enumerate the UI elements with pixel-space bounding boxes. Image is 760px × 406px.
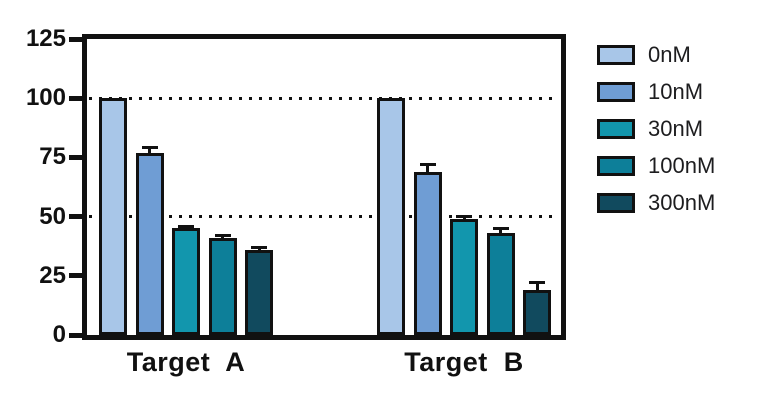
y-tick-label-50: 50 (39, 202, 66, 230)
bar-Target-A-10nM (135, 152, 164, 335)
legend: 0nM 10nM 30nM 100nM 300nM (597, 42, 716, 215)
legend-label-300nM: 300nM (648, 190, 716, 215)
bar-Target-B-100nM (486, 233, 515, 335)
legend-item-300nM: 300nM (597, 190, 716, 215)
y-tick-25 (69, 273, 82, 279)
legend-swatch-300nM (597, 193, 635, 213)
error-bar-cap (492, 226, 509, 230)
legend-swatch-10nM (597, 82, 635, 102)
y-tick-label-125: 125 (25, 25, 66, 52)
error-bar-cap (251, 245, 267, 249)
bar-Target-A-0nM (99, 98, 127, 335)
bar-Target-A-100nM (208, 237, 237, 335)
error-bar-cap (178, 224, 194, 228)
y-tick-label-0: 0 (52, 321, 66, 348)
error-bar-cap (214, 234, 231, 238)
error-bar-cap (141, 146, 158, 150)
legend-label-100nM: 100nM (648, 153, 716, 178)
plot-area (82, 34, 566, 340)
y-tick-label-75: 75 (39, 143, 66, 171)
error-bar-stem (426, 164, 429, 172)
error-bar-cap (529, 281, 545, 285)
y-tick-75 (69, 154, 82, 160)
legend-item-100nM: 100nM (597, 153, 716, 178)
y-tick-0 (69, 332, 82, 338)
bar-Target-A-300nM (245, 249, 273, 335)
error-bar-stem (148, 147, 151, 153)
y-tick-label-25: 25 (39, 261, 66, 289)
x-category-label-Target-B: Target B (404, 347, 524, 377)
legend-item-0nM: 0nM (597, 42, 715, 67)
error-bar-stem (499, 228, 502, 234)
legend-swatch-100nM (597, 156, 635, 176)
legend-item-30nM: 30nM (597, 116, 715, 141)
y-tick-label-100: 100 (25, 84, 66, 112)
legend-swatch-0nM (597, 45, 635, 65)
bar-Target-B-0nM (377, 98, 405, 335)
bar-Target-A-30nM (172, 228, 200, 335)
error-bar-cap (419, 163, 436, 166)
legend-item-10nM: 10nM (597, 79, 715, 104)
bar-Target-B-10nM (413, 171, 442, 335)
gridline-100 (89, 96, 559, 100)
gridline-50 (89, 215, 559, 219)
legend-swatch-30nM (597, 119, 635, 139)
error-bar-stem (535, 282, 539, 290)
bar-Target-B-30nM (450, 218, 478, 335)
x-category-label-Target-A: Target A (126, 347, 246, 377)
legend-label-0nM: 0nM (648, 42, 691, 67)
y-tick-125 (69, 36, 82, 42)
legend-label-10nM: 10nM (648, 79, 704, 104)
y-tick-50 (69, 214, 82, 220)
legend-label-30nM: 30nM (648, 116, 704, 141)
y-tick-100 (69, 95, 82, 101)
error-bar-cap (456, 215, 472, 219)
bar-Target-B-300nM (523, 290, 551, 335)
